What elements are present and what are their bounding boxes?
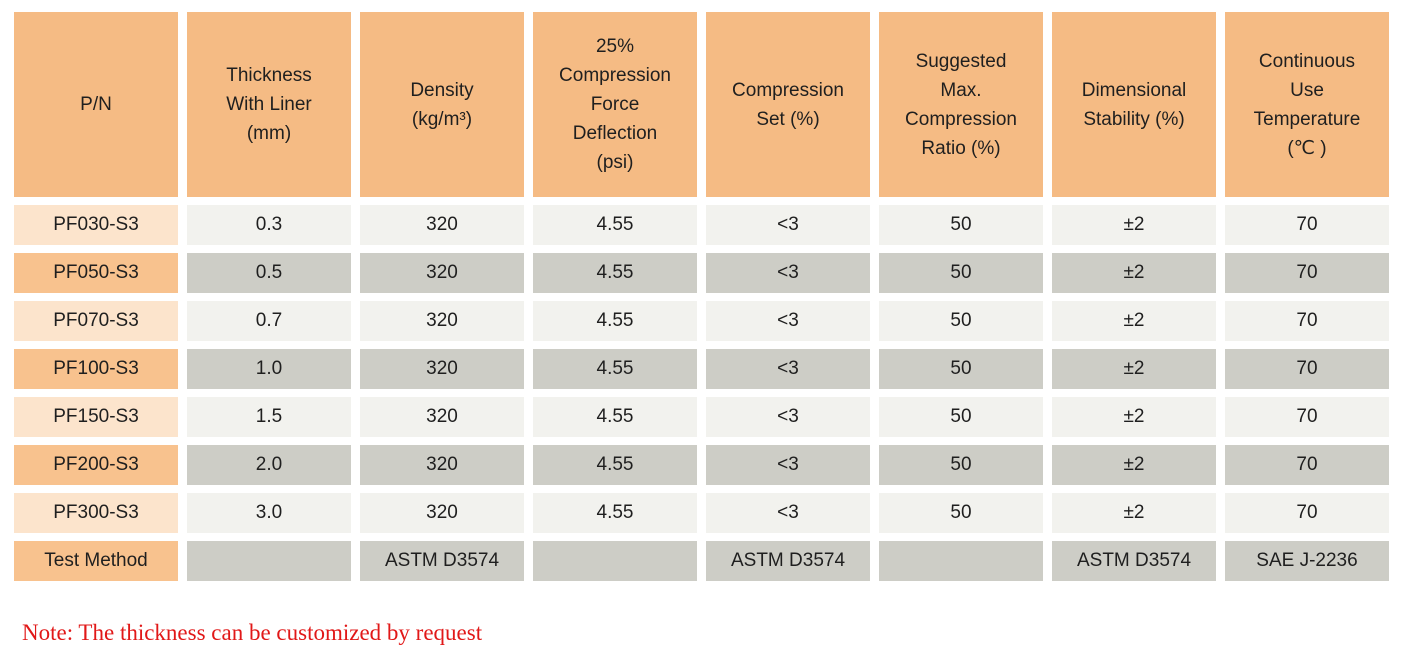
value-cell: 4.55: [533, 493, 697, 533]
col-header-compression-force-deflection: 25% Compression Force Deflection (psi): [533, 12, 697, 197]
value-cell: 1.5: [187, 397, 351, 437]
value-cell: 4.55: [533, 301, 697, 341]
product-spec-table: P/N Thickness With Liner (mm) Density (k…: [14, 12, 1389, 581]
pn-cell: PF030-S3: [14, 205, 178, 245]
col-header-compression-set: Compression Set (%): [706, 12, 870, 197]
value-cell: 320: [360, 445, 524, 485]
thickness-note: Note: The thickness can be customized by…: [22, 620, 483, 645]
value-cell: 4.55: [533, 349, 697, 389]
value-cell: 4.55: [533, 397, 697, 437]
value-cell: 50: [879, 349, 1043, 389]
value-cell: 70: [1225, 205, 1389, 245]
value-cell: ASTM D3574: [706, 541, 870, 581]
value-cell: [187, 541, 351, 581]
value-cell: ASTM D3574: [1052, 541, 1216, 581]
value-cell: 70: [1225, 301, 1389, 341]
col-header-density: Density (kg/m³): [360, 12, 524, 197]
value-cell: ±2: [1052, 349, 1216, 389]
value-cell: 70: [1225, 253, 1389, 293]
pn-cell: PF100-S3: [14, 349, 178, 389]
value-cell: 320: [360, 253, 524, 293]
value-cell: <3: [706, 253, 870, 293]
value-cell: 4.55: [533, 253, 697, 293]
value-cell: [533, 541, 697, 581]
col-header-continuous-use-temperature: Continuous Use Temperature (℃ ): [1225, 12, 1389, 197]
value-cell: 320: [360, 493, 524, 533]
value-cell: 3.0: [187, 493, 351, 533]
value-cell: 4.55: [533, 445, 697, 485]
value-cell: 70: [1225, 349, 1389, 389]
value-cell: <3: [706, 301, 870, 341]
col-header-pn: P/N: [14, 12, 178, 197]
value-cell: 320: [360, 205, 524, 245]
pn-cell: PF200-S3: [14, 445, 178, 485]
value-cell: 4.55: [533, 205, 697, 245]
value-cell: ASTM D3574: [360, 541, 524, 581]
value-cell: 0.5: [187, 253, 351, 293]
value-cell: 50: [879, 493, 1043, 533]
value-cell: 0.7: [187, 301, 351, 341]
value-cell: <3: [706, 205, 870, 245]
value-cell: 50: [879, 253, 1043, 293]
value-cell: ±2: [1052, 493, 1216, 533]
value-cell: 320: [360, 397, 524, 437]
value-cell: 50: [879, 445, 1043, 485]
pn-cell: PF070-S3: [14, 301, 178, 341]
pn-cell: PF150-S3: [14, 397, 178, 437]
value-cell: 0.3: [187, 205, 351, 245]
value-cell: ±2: [1052, 301, 1216, 341]
value-cell: 320: [360, 301, 524, 341]
value-cell: 320: [360, 349, 524, 389]
value-cell: 1.0: [187, 349, 351, 389]
value-cell: ±2: [1052, 205, 1216, 245]
value-cell: <3: [706, 493, 870, 533]
value-cell: 70: [1225, 397, 1389, 437]
value-cell: <3: [706, 349, 870, 389]
value-cell: SAE J-2236: [1225, 541, 1389, 581]
pn-cell: PF050-S3: [14, 253, 178, 293]
value-cell: ±2: [1052, 397, 1216, 437]
test-method-label-cell: Test Method: [14, 541, 178, 581]
col-header-thickness-with-liner: Thickness With Liner (mm): [187, 12, 351, 197]
value-cell: 2.0: [187, 445, 351, 485]
value-cell: ±2: [1052, 253, 1216, 293]
value-cell: 70: [1225, 445, 1389, 485]
pn-cell: PF300-S3: [14, 493, 178, 533]
value-cell: 50: [879, 301, 1043, 341]
value-cell: 70: [1225, 493, 1389, 533]
value-cell: <3: [706, 397, 870, 437]
value-cell: 50: [879, 205, 1043, 245]
value-cell: <3: [706, 445, 870, 485]
value-cell: 50: [879, 397, 1043, 437]
col-header-dimensional-stability: Dimensional Stability (%): [1052, 12, 1216, 197]
value-cell: [879, 541, 1043, 581]
col-header-suggested-max-compression-ratio: Suggested Max. Compression Ratio (%): [879, 12, 1043, 197]
value-cell: ±2: [1052, 445, 1216, 485]
